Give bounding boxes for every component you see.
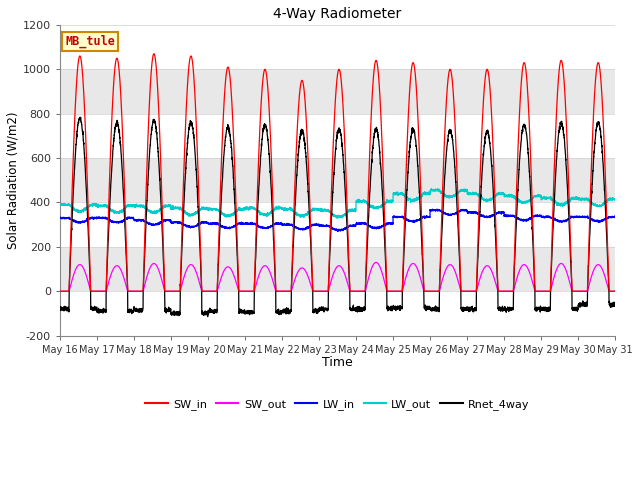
Bar xyxy=(60,247,615,291)
X-axis label: Time: Time xyxy=(322,356,353,369)
Legend: SW_in, SW_out, LW_in, LW_out, Rnet_4way: SW_in, SW_out, LW_in, LW_out, Rnet_4way xyxy=(141,394,534,414)
Title: 4-Way Radiometer: 4-Way Radiometer xyxy=(273,7,402,21)
Y-axis label: Solar Radiation (W/m2): Solar Radiation (W/m2) xyxy=(7,111,20,249)
Bar xyxy=(60,158,615,203)
Bar xyxy=(60,69,615,114)
Text: MB_tule: MB_tule xyxy=(65,35,115,48)
